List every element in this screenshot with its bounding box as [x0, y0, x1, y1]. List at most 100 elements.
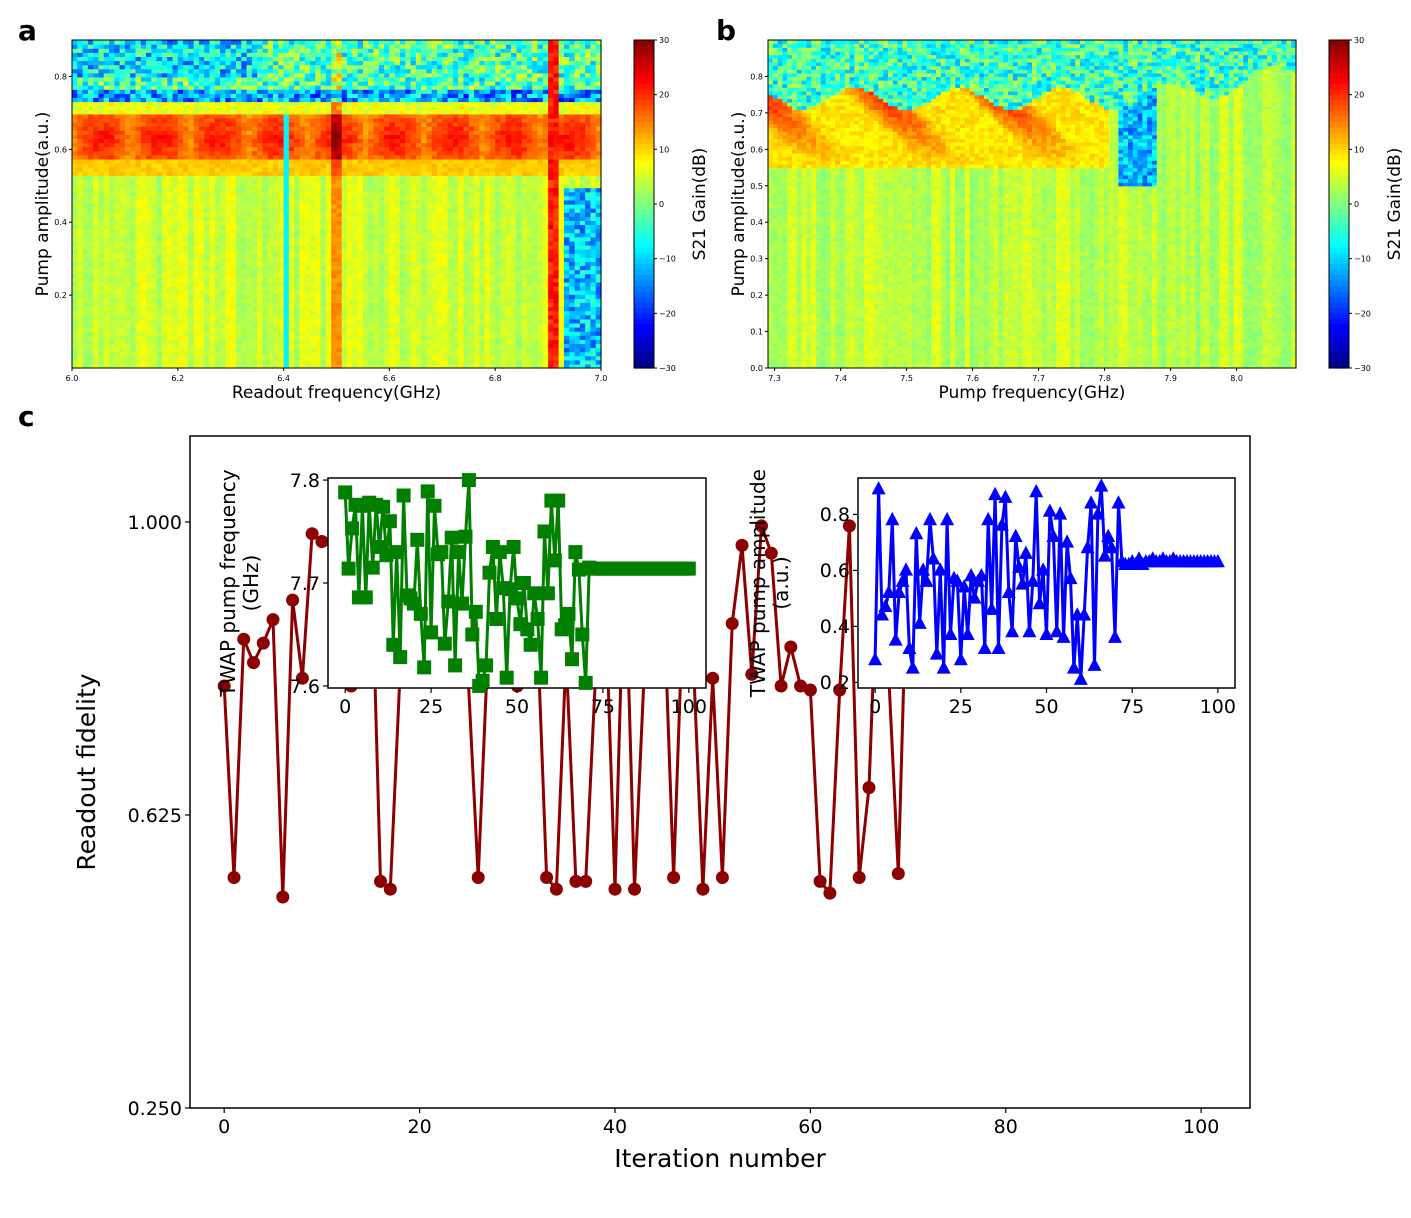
heatmap-cell [114, 192, 120, 197]
heatmap-cell [151, 188, 157, 193]
heatmap-cell [220, 229, 226, 234]
heatmap-cell [183, 323, 189, 328]
heatmap-cell [210, 274, 216, 279]
heatmap-cell [77, 319, 83, 324]
heatmap-cell [220, 130, 226, 135]
heatmap-cell [225, 65, 231, 70]
heatmap-cell [231, 323, 237, 328]
heatmap-cell [72, 130, 78, 135]
heatmap-cell [173, 155, 179, 160]
heatmap-cell [98, 307, 104, 312]
heatmap-cell [104, 216, 110, 221]
heatmap-cell [215, 323, 221, 328]
heatmap-cell [173, 352, 179, 357]
heatmap-cell [268, 212, 274, 217]
heatmap-cell [236, 237, 242, 242]
heatmap-cell [236, 274, 242, 279]
heatmap-cell [273, 307, 279, 312]
heatmap-cell [188, 114, 194, 119]
heatmap-cell [247, 163, 253, 168]
heatmap-cell [167, 307, 173, 312]
heatmap-cell [77, 93, 83, 98]
heatmap-cell [178, 270, 184, 275]
heatmap-cell [98, 257, 104, 262]
heatmap-cell [151, 122, 157, 127]
heatmap-cell [257, 356, 263, 361]
heatmap-cell [162, 192, 168, 197]
heatmap-cell [130, 167, 136, 172]
heatmap-cell [247, 102, 253, 107]
heatmap-cell [130, 85, 136, 90]
heatmap-cell [130, 89, 136, 94]
heatmap-cell [194, 249, 200, 254]
heatmap-cell [273, 348, 279, 353]
heatmap-cell [220, 204, 226, 209]
heatmap-cell [273, 163, 279, 168]
heatmap-cell [273, 298, 279, 303]
heatmap-cell [220, 48, 226, 53]
heatmap-cell [257, 233, 263, 238]
heatmap-cell [225, 69, 231, 74]
heatmap-cell [77, 106, 83, 111]
heatmap-cell [173, 77, 179, 82]
heatmap-cell [109, 286, 115, 291]
heatmap-cell [167, 319, 173, 324]
heatmap-cell [157, 192, 163, 197]
heatmap-cell [98, 348, 104, 353]
heatmap-cell [93, 89, 99, 94]
heatmap-cell [284, 81, 290, 86]
heatmap-cell [247, 138, 253, 143]
heatmap-cell [241, 360, 247, 365]
heatmap-cell [236, 249, 242, 254]
heatmap-cell [83, 73, 89, 78]
heatmap-cell [83, 138, 89, 143]
heatmap-cell [241, 327, 247, 332]
heatmap-cell [130, 163, 136, 168]
heatmap-cell [284, 290, 290, 295]
heatmap-cell [125, 315, 131, 320]
heatmap-cell [173, 212, 179, 217]
heatmap-cell [247, 118, 253, 123]
heatmap-cell [241, 188, 247, 193]
heatmap-cell [141, 138, 147, 143]
heatmap-cell [204, 106, 210, 111]
heatmap-cell [146, 274, 152, 279]
heatmap-cell [252, 56, 258, 61]
heatmap-cell [93, 114, 99, 119]
heatmap-cell [215, 343, 221, 348]
heatmap-cell [93, 143, 99, 148]
heatmap-cell [199, 343, 205, 348]
heatmap-cell [220, 233, 226, 238]
heatmap-cell [130, 343, 136, 348]
heatmap-cell [88, 229, 94, 234]
heatmap-cell [183, 73, 189, 78]
heatmap-cell [98, 294, 104, 299]
heatmap-cell [130, 360, 136, 365]
heatmap-cell [125, 110, 131, 115]
heatmap-cell [104, 97, 110, 102]
heatmap-cell [252, 175, 258, 180]
heatmap-cell [83, 130, 89, 135]
heatmap-cell [299, 175, 305, 180]
heatmap-cell [289, 61, 295, 66]
heatmap-cell [194, 220, 200, 225]
heatmap-cell [199, 237, 205, 242]
heatmap-cell [294, 130, 300, 135]
heatmap-cell [241, 229, 247, 234]
heatmap-cell [162, 274, 168, 279]
heatmap-cell [135, 143, 141, 148]
heatmap-cell [98, 319, 104, 324]
heatmap-cell [141, 48, 147, 53]
heatmap-cell [204, 307, 210, 312]
heatmap-cell [247, 85, 253, 90]
heatmap-cell [231, 44, 237, 49]
heatmap-cell [104, 356, 110, 361]
heatmap-cell [114, 229, 120, 234]
heatmap-cell [178, 290, 184, 295]
heatmap-cell [77, 85, 83, 90]
heatmap-cell [151, 311, 157, 316]
heatmap-cell [273, 147, 279, 152]
heatmap-cell [278, 241, 284, 246]
heatmap-cell [289, 171, 295, 176]
heatmap-cell [135, 290, 141, 295]
